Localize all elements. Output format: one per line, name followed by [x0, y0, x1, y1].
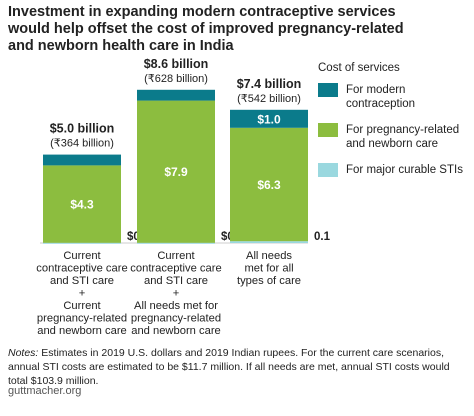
total-rupees-label: (₹628 billion) [144, 73, 208, 85]
total-rupees-label: (₹364 billion) [50, 138, 114, 150]
x-tick-label: contraceptive care [36, 263, 127, 275]
x-tick-label: + [79, 288, 86, 300]
legend-swatch [318, 83, 338, 97]
total-label: $5.0 billion [50, 122, 115, 136]
x-tick-label: and newborn care [37, 325, 127, 337]
bar-segment [230, 127, 308, 242]
total-label: $7.4 billion [237, 77, 302, 91]
x-tick-label: All needs [246, 250, 292, 262]
notes-text: Estimates in 2019 U.S. dollars and 2019 … [8, 347, 450, 387]
bar-segment [43, 165, 121, 243]
value-label: $7.9 [164, 165, 188, 179]
x-tick-label: Current [63, 250, 101, 262]
x-tick-label: and newborn care [131, 325, 221, 337]
total-rupees-label: (₹542 billion) [237, 93, 301, 105]
legend-label: For major curable STIs [346, 164, 463, 176]
legend: Cost of services For modern contraceptio… [318, 62, 468, 189]
x-tick-label: and STI care [50, 275, 114, 287]
value-label: $4.3 [70, 198, 94, 212]
x-tick-label: pregnancy-related [37, 313, 127, 325]
source: guttmacher.org [8, 385, 82, 397]
x-tick-label: pregnancy-related [131, 313, 221, 325]
notes-label: Notes: [8, 347, 39, 359]
x-tick-label: Current [157, 250, 195, 262]
legend-title: Cost of services [318, 62, 400, 74]
legend-item: For major curable STIs [318, 163, 468, 177]
bar-segment [230, 241, 308, 243]
bar-segment [137, 242, 215, 244]
legend-label: For pregnancy-related and newborn care [346, 124, 460, 150]
value-label: 0.1 [314, 231, 331, 243]
x-tick-label: and STI care [144, 275, 208, 287]
legend-item: For modern contraception [318, 83, 468, 111]
bar-segment [137, 89, 215, 101]
legend-label: For modern contraception [346, 84, 416, 110]
x-tick-label: contraceptive care [130, 263, 221, 275]
bar-segment [43, 154, 121, 166]
legend-item: For pregnancy-related and newborn care [318, 123, 468, 151]
x-tick-label: met for all [244, 263, 293, 275]
x-tick-label: All needs met for [134, 300, 218, 312]
value-label: $6.3 [257, 178, 281, 192]
total-label: $8.6 billion [144, 57, 209, 71]
x-tick-label: + [173, 288, 180, 300]
x-tick-label: Current [63, 300, 101, 312]
x-tick-label: types of care [237, 275, 301, 287]
value-label: $1.0 [257, 112, 281, 126]
chart-title: Investment in expanding modern contracep… [8, 4, 404, 54]
bar-segment [137, 100, 215, 243]
notes: Notes: Estimates in 2019 U.S. dollars an… [8, 346, 470, 388]
legend-swatch [318, 163, 338, 177]
bar-segment [43, 242, 121, 244]
bar-segment [230, 109, 308, 128]
legend-swatch [318, 123, 338, 137]
